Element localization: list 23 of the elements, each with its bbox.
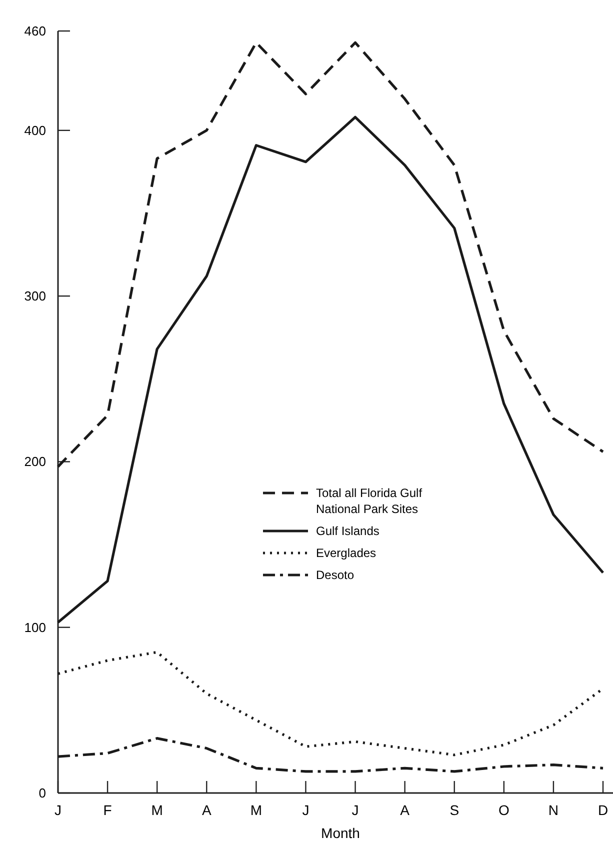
- x-tick-label: N: [548, 802, 559, 818]
- y-tick-label: 460: [24, 24, 46, 39]
- x-axis-title: Month: [321, 825, 360, 841]
- y-tick-label: 400: [24, 122, 46, 138]
- y-tick-label: 300: [24, 288, 46, 304]
- legend-label: Everglades: [316, 546, 376, 560]
- y-tick-label: 200: [24, 454, 46, 470]
- y-tick-label: 0: [38, 786, 46, 801]
- x-tick-label: M: [250, 802, 262, 818]
- x-tick-label: A: [202, 802, 212, 818]
- legend-label: Gulf Islands: [316, 524, 380, 538]
- x-tick-label: A: [400, 802, 410, 818]
- x-tick-label: F: [103, 802, 112, 818]
- x-tick-label: M: [151, 802, 163, 818]
- x-tick-label: D: [598, 802, 608, 818]
- legend-label: Total all Florida Gulf National Park Sites: [316, 486, 423, 516]
- y-tick-label: 100: [24, 620, 46, 635]
- x-tick-label: J: [54, 802, 62, 818]
- legend-label: Desoto: [316, 568, 354, 582]
- x-tick-label: J: [302, 802, 310, 818]
- x-tick-label: J: [352, 802, 359, 818]
- x-tick-label: O: [498, 802, 510, 818]
- x-tick-label: S: [450, 802, 460, 818]
